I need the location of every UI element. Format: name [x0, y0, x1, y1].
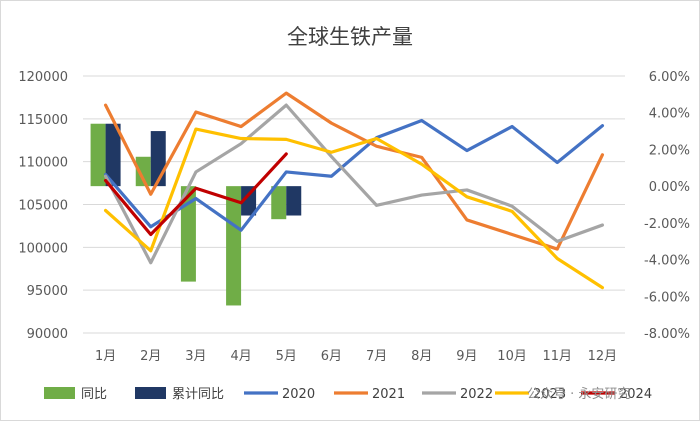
legend-label: 2022	[460, 387, 493, 402]
legend-label: 2021	[372, 387, 405, 402]
bar-累计同比	[105, 123, 121, 187]
left-tick-label: 100000	[18, 241, 68, 256]
x-tick-label: 5月	[276, 349, 297, 364]
right-tick-label: -4.00%	[644, 254, 690, 269]
x-tick-label: 7月	[366, 349, 387, 364]
left-tick-label: 120000	[18, 70, 68, 85]
right-axis: 6.00% 4.00% 2.00% 0.00% -2.00% -4.00% -6.00% -8…	[644, 70, 690, 342]
watermark: 公众号 · 永安研究	[527, 387, 630, 402]
chart-title: 全球生铁产量	[287, 25, 413, 49]
right-tick-label: 2.00%	[649, 143, 690, 158]
legend-label: 累计同比	[172, 387, 224, 402]
x-tick-label: 1月	[95, 349, 116, 364]
line-2022	[103, 103, 605, 265]
legend-swatch	[44, 387, 75, 399]
bar-series	[90, 123, 302, 306]
bar-同比	[135, 156, 151, 187]
right-tick-label: 6.00%	[649, 70, 690, 85]
bar-累计同比	[286, 186, 302, 216]
right-tick-label: -2.00%	[644, 217, 690, 232]
x-tick-label: 4月	[230, 349, 251, 364]
legend-label: 同比	[81, 387, 107, 402]
legend-label: 2020	[282, 387, 315, 402]
line-series	[103, 91, 605, 290]
left-tick-label: 95000	[27, 284, 68, 299]
bar-同比	[180, 186, 196, 282]
x-tick-label: 2月	[140, 349, 161, 364]
x-tick-label: 11月	[542, 349, 572, 364]
left-tick-label: 115000	[18, 113, 68, 128]
x-tick-label: 10月	[497, 349, 527, 364]
x-axis: 1月 2月 3月 4月 5月 6月 7月 8月 9月 10月 11月 12月	[95, 349, 617, 364]
line-2023	[103, 127, 605, 290]
right-tick-label: -8.00%	[644, 327, 690, 342]
x-tick-label: 8月	[411, 349, 432, 364]
legend-label: 2024	[619, 387, 652, 402]
bar-同比	[226, 186, 242, 306]
left-tick-label: 110000	[18, 156, 68, 171]
right-tick-label: 0.00%	[649, 180, 690, 195]
line-2020	[103, 118, 605, 232]
x-tick-label: 12月	[588, 349, 618, 364]
left-axis: 120000 115000 110000 105000 100000 95000 90000	[18, 70, 68, 342]
bar-同比	[271, 186, 287, 220]
gridlines	[83, 75, 625, 334]
line-2021	[103, 91, 605, 251]
legend: 同比 累计同比 2020 2021 2022 2023 2024	[44, 387, 652, 402]
legend-swatch	[135, 387, 166, 399]
legend-label: 2023	[533, 387, 566, 402]
line-2024	[103, 152, 288, 237]
right-tick-label: -6.00%	[644, 290, 690, 305]
bar-同比	[90, 123, 106, 187]
x-tick-label: 3月	[185, 349, 206, 364]
bar-累计同比	[241, 186, 257, 216]
left-tick-label: 105000	[18, 199, 68, 214]
x-tick-label: 6月	[321, 349, 342, 364]
left-tick-label: 90000	[27, 327, 68, 342]
x-tick-label: 9月	[456, 349, 477, 364]
right-tick-label: 4.00%	[649, 107, 690, 122]
